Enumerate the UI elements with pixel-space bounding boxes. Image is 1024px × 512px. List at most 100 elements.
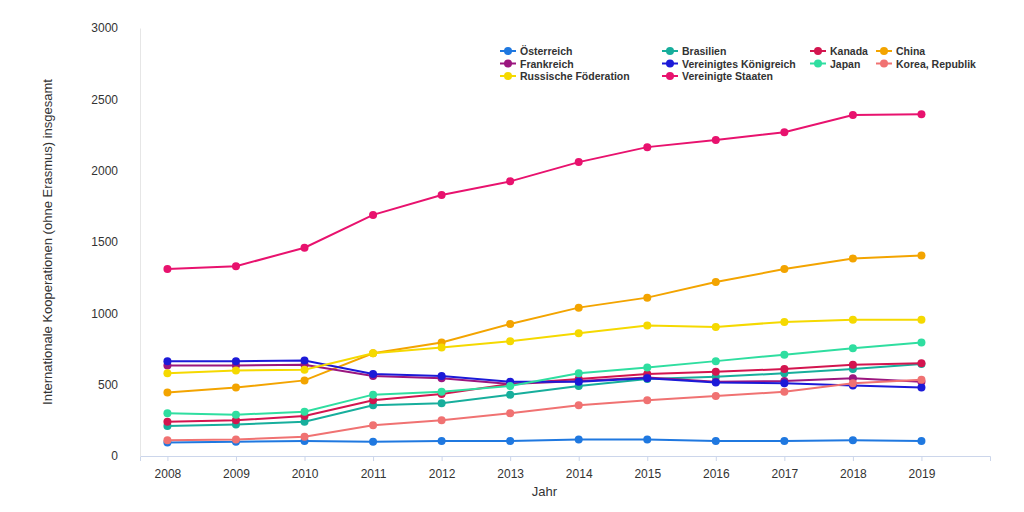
legend-item: Japan [810, 58, 860, 70]
legend-swatch [504, 47, 512, 55]
series-point [643, 294, 651, 302]
y-tick: 3000 [91, 21, 140, 35]
y-tick-label: 0 [111, 449, 118, 463]
series-point [506, 320, 514, 328]
series-point [643, 143, 651, 151]
series-point [917, 360, 925, 368]
series-point [849, 436, 857, 444]
series [163, 376, 925, 445]
series-point [643, 321, 651, 329]
x-axis: 2008200920102011201220132014201520162017… [141, 456, 991, 481]
series-point [917, 252, 925, 260]
series-point [163, 418, 171, 426]
series-point [917, 437, 925, 445]
y-axis-title: Internationale Kooperationen (ohne Erasm… [40, 79, 55, 405]
series-point [301, 376, 309, 384]
series-point [369, 349, 377, 357]
series-point [163, 436, 171, 444]
x-tick-mark [853, 456, 854, 461]
x-tick: 2010 [292, 456, 319, 481]
series-point [369, 438, 377, 446]
legend-label: Österreich [520, 45, 573, 57]
series-point [780, 351, 788, 359]
x-axis-title: Jahr [532, 484, 558, 499]
series-point [163, 369, 171, 377]
series-point [575, 436, 583, 444]
series-point [849, 344, 857, 352]
y-tick-label: 500 [98, 378, 118, 392]
series-point [712, 136, 720, 144]
x-tick: 2016 [703, 456, 730, 481]
series-point [917, 110, 925, 118]
series-point [506, 409, 514, 417]
series-point [232, 366, 240, 374]
series-point [712, 392, 720, 400]
legend-item: Korea, Republik [876, 58, 976, 70]
series-line [167, 360, 921, 387]
x-tick-mark [579, 456, 580, 461]
plot: 2008200920102011201220132014201520162017… [91, 21, 990, 480]
y-tick-label: 2000 [91, 164, 118, 178]
legend-item: Kanada [810, 45, 868, 57]
series-point [232, 436, 240, 444]
series [163, 252, 925, 397]
series-point [575, 158, 583, 166]
x-tick-mark [442, 456, 443, 461]
x-tick-label: 2017 [772, 467, 799, 481]
series-point [849, 111, 857, 119]
x-tick: 2009 [223, 456, 250, 481]
legend-item: Vereinigtes Königreich [662, 58, 796, 70]
series-point [575, 401, 583, 409]
series-point [301, 433, 309, 441]
series-point [506, 382, 514, 390]
series-point [506, 391, 514, 399]
x-axis-line [141, 457, 991, 462]
x-tick-mark [716, 456, 717, 461]
series-point [575, 329, 583, 337]
x-tick: 2015 [634, 456, 661, 481]
series-point [849, 316, 857, 324]
legend-label: Kanada [830, 45, 868, 57]
series-point [712, 323, 720, 331]
series-point [712, 278, 720, 286]
series-point [849, 379, 857, 387]
series-line [167, 440, 921, 443]
series [163, 110, 925, 273]
x-tick: 2017 [772, 456, 799, 481]
x-tick-label: 2019 [909, 467, 936, 481]
series-point [301, 356, 309, 364]
legend-item: Österreich [500, 45, 573, 57]
series-point [163, 357, 171, 365]
series-point [575, 378, 583, 386]
legend-swatch [814, 47, 822, 55]
series-point [232, 357, 240, 365]
series-point [849, 361, 857, 369]
series-point [438, 372, 446, 380]
series-point [438, 344, 446, 352]
legend-swatch [504, 60, 512, 68]
x-tick: 2011 [361, 456, 387, 481]
series-point [163, 265, 171, 273]
legend-item: Vereinigte Staaten [662, 70, 773, 82]
x-tick-mark [921, 456, 922, 461]
y-tick: 0 [111, 449, 140, 463]
y-tick: 1000 [91, 307, 140, 321]
x-tick-label: 2008 [155, 467, 182, 481]
series-point [917, 316, 925, 324]
legend-swatch [814, 60, 822, 68]
legend-item: Frankreich [500, 58, 574, 70]
series-point [506, 337, 514, 345]
series-point [849, 254, 857, 262]
series-point [712, 378, 720, 386]
y-tick: 2000 [91, 164, 140, 178]
y-axis-line [140, 29, 141, 457]
series-point [643, 436, 651, 444]
y-tick-label: 1000 [91, 307, 118, 321]
series-point [163, 389, 171, 397]
series-point [917, 339, 925, 347]
legend-label: Vereinigtes Königreich [682, 58, 796, 70]
y-tick-label: 1500 [91, 235, 118, 249]
series-point [917, 384, 925, 392]
x-tick-label: 2009 [223, 467, 250, 481]
series-line [167, 343, 921, 415]
